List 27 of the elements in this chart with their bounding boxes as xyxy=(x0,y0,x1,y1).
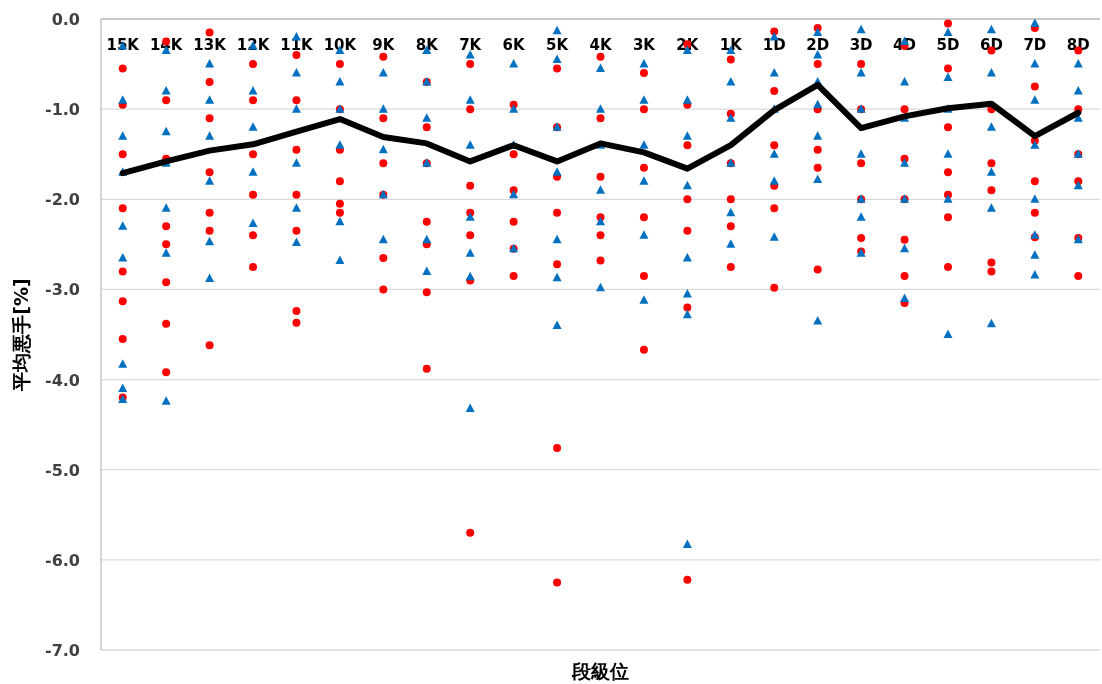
x-tick-label: 13K xyxy=(193,36,228,54)
x-tick-label: 9K xyxy=(372,36,396,54)
x-tick-label: 8D xyxy=(1066,36,1090,54)
y-tick-label: 0.0 xyxy=(51,10,80,29)
y-axis-title: 平均悪手[%] xyxy=(10,278,32,392)
x-tick-label: 3K xyxy=(632,36,657,54)
x-tick-label: 3D xyxy=(849,36,873,54)
x-tick-label: 2D xyxy=(806,36,830,54)
x-tick-label: 6D xyxy=(979,36,1003,54)
x-tick-label: 7D xyxy=(1023,36,1047,54)
x-tick-label: 1K xyxy=(719,36,744,54)
x-tick-label: 1D xyxy=(762,36,786,54)
x-tick-label: 5D xyxy=(936,36,960,54)
y-tick-label: -1.0 xyxy=(45,100,80,120)
x-axis-title: 段級位 xyxy=(571,660,629,682)
y-tick-label: -5.0 xyxy=(45,460,80,480)
x-tick-label: 5K xyxy=(546,36,570,54)
y-tick-label: -4.0 xyxy=(45,370,80,390)
y-tick-label: -7.0 xyxy=(45,641,80,660)
x-tick-label: 8K xyxy=(415,36,440,54)
x-tick-label: 6K xyxy=(502,36,527,54)
x-tick-label: 10K xyxy=(323,36,358,54)
x-tick-label: 7K xyxy=(459,36,483,54)
y-tick-label: -3.0 xyxy=(45,280,80,300)
y-tick-label: -2.0 xyxy=(45,190,80,210)
x-tick-label: 4K xyxy=(589,36,613,54)
y-tick-label: -6.0 xyxy=(45,550,80,570)
